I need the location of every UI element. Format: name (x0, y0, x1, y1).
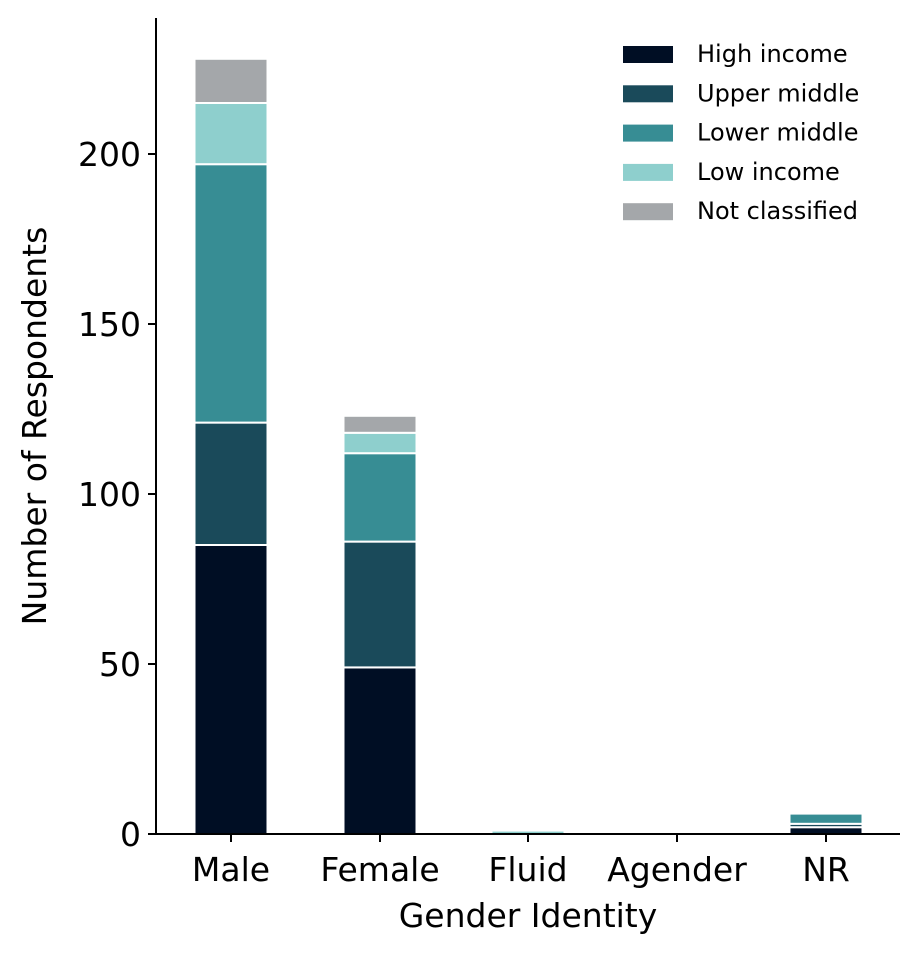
legend-label: Low income (697, 158, 840, 186)
legend-swatch (623, 124, 673, 142)
y-tick-label: 200 (78, 135, 141, 174)
y-tick-label: 50 (99, 645, 141, 684)
bar-segment (342, 414, 418, 434)
x-tick-label: Agender (607, 850, 747, 889)
bar-segment (193, 163, 269, 424)
legend-label: Upper middle (697, 79, 859, 107)
bar-segment (342, 452, 418, 543)
legend-swatch (623, 203, 673, 221)
x-axis-title: Gender Identity (399, 896, 658, 935)
bar-segment (193, 544, 269, 835)
y-tick-label: 150 (78, 305, 141, 344)
bar-segment (342, 540, 418, 669)
bar-segment (193, 102, 269, 166)
legend-swatch (623, 46, 673, 63)
x-tick-label: NR (802, 850, 850, 889)
legend-label: Lower middle (697, 119, 858, 147)
bar-segment (788, 826, 864, 836)
x-ticks-group: Male Female Fluid Agender NR (192, 834, 850, 889)
bar-segment (193, 57, 269, 104)
bar-segment (193, 421, 269, 547)
x-tick-label: Female (320, 850, 439, 889)
y-tick-label: 0 (120, 815, 141, 854)
bar-segment (342, 666, 418, 836)
legend-label: Not classified (697, 197, 858, 225)
legend-swatch (623, 163, 673, 181)
legend: High income Upper middle Lower middle Low i… (623, 40, 859, 225)
y-tick-label: 100 (78, 475, 141, 514)
bars-group (193, 57, 864, 836)
y-axis-title: Number of Respondents (15, 227, 54, 626)
x-tick-label: Male (192, 850, 270, 889)
legend-label: High income (697, 40, 848, 68)
y-ticks-group: 0 50 100 150 200 (78, 135, 156, 854)
bar-segment (342, 431, 418, 455)
x-tick-label: Fluid (488, 850, 567, 889)
bar-segment (788, 812, 864, 825)
legend-swatch (623, 85, 673, 103)
